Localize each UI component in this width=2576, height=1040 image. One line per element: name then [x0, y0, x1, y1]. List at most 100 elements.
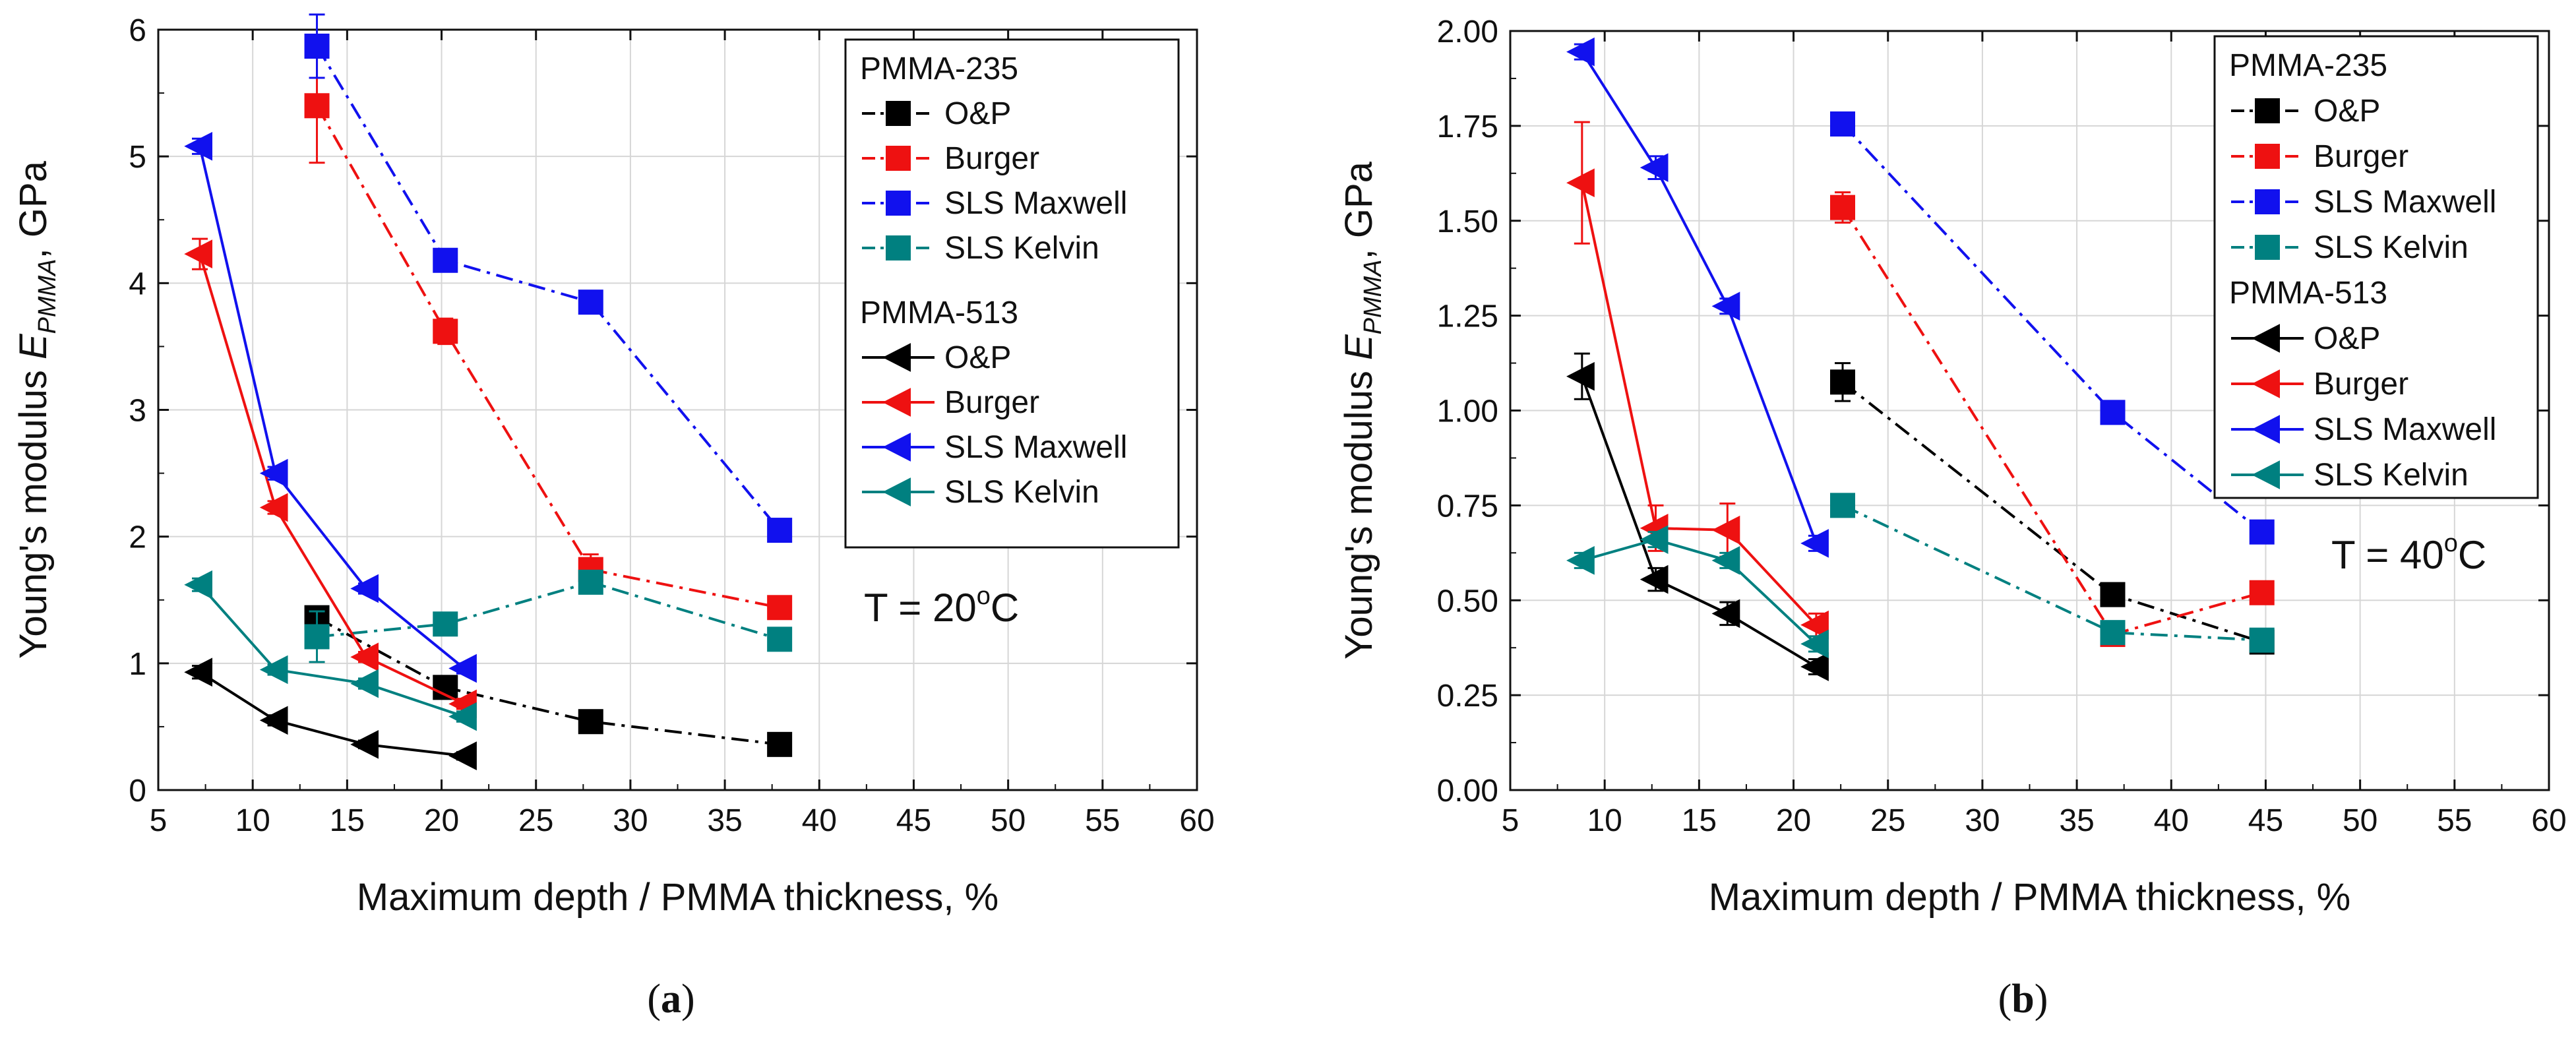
x-tick-label: 50 — [991, 803, 1026, 838]
x-tick-label: 50 — [2343, 803, 2377, 838]
panel-a-pmma-235-burger-point — [767, 595, 793, 621]
panel-b-legend: PMMA-235 O&P Burger SLS Maxwell SLS Kelvin PM… — [2213, 35, 2539, 499]
y-tick-label: 0.00 — [1437, 774, 1498, 809]
x-tick-label: 10 — [1587, 803, 1622, 838]
legend-marker — [886, 101, 911, 126]
panel-b-pmma-235-sls-maxwell-point — [1830, 111, 1855, 137]
x-tick-label: 45 — [2248, 803, 2283, 838]
panel-b-pmma-235-o-p-line — [1841, 381, 2263, 644]
legend-marker — [2255, 144, 2280, 169]
panel-a-pmma-235-sls-kelvin-point — [767, 627, 793, 652]
x-tick-label: 40 — [2154, 803, 2189, 838]
legend-marker — [882, 433, 911, 462]
panel-b-pmma-513-sls-maxwell-line — [1581, 51, 1818, 544]
legend-entry: SLS Kelvin — [944, 475, 1099, 510]
panel-a-pmma-513-sls-maxwell-series — [184, 131, 477, 683]
degree-symbol: o — [2444, 530, 2458, 557]
panel-a-pmma-513-sls-kelvin-point — [448, 702, 477, 731]
degree-symbol: o — [977, 582, 991, 610]
panel-b-pmma-235-burger-line — [1841, 206, 2263, 636]
panel-a-pmma-235-o-p-point — [767, 731, 793, 757]
panel-a-pmma-235-burger-point — [433, 319, 458, 344]
legend-entry: SLS Maxwell — [2314, 412, 2496, 447]
panel-a-pmma-513-sls-kelvin-point — [184, 570, 212, 599]
legend-marker — [2255, 235, 2280, 260]
panel-b-pmma-513-sls-kelvin-point — [1566, 545, 1595, 575]
panel-b-pmma-235-sls-maxwell-point — [2100, 400, 2126, 425]
panel-a-pmma-235-sls-maxwell-point — [767, 518, 793, 543]
legend-group-title: PMMA-235 — [860, 51, 1018, 86]
panel-b-pmma-235-sls-kelvin-point — [1830, 493, 1855, 518]
panel-a-pmma-513-sls-maxwell-point — [350, 574, 379, 603]
legend-entry: O&P — [944, 96, 1011, 131]
x-tick-label: 20 — [1776, 803, 1811, 838]
panel-a-pmma-235-sls-maxwell-line — [315, 45, 781, 532]
panel-b-pmma-513-burger-point — [1800, 610, 1829, 640]
y-tick-label: 1 — [129, 647, 146, 682]
panel-a-pmma-235-sls-maxwell-point — [578, 290, 603, 315]
legend-entry: SLS Maxwell — [944, 186, 1127, 221]
panel-b-pmma-235-o-p-series — [1830, 362, 2275, 655]
panel-a-pmma-235-sls-maxwell-series — [304, 13, 793, 543]
x-axis-label: Maximum depth / PMMA thickness, % — [1709, 876, 2350, 919]
x-tick-label: 55 — [2437, 803, 2472, 838]
panel-a-pmma-235-sls-maxwell-point — [304, 33, 330, 59]
x-tick-label: 5 — [1502, 803, 1519, 838]
panel-a-pmma-513-o-p-line — [199, 671, 465, 758]
panel-a-pmma-513-o-p-point — [448, 741, 477, 770]
panel-b-pmma-513-o-p-point — [1566, 361, 1595, 391]
panel-a-pmma-513-o-p-point — [259, 706, 288, 735]
panel-a-pmma-235-sls-kelvin-point — [578, 569, 603, 595]
panel-a-pmma-513-burger-point — [259, 493, 288, 522]
legend-marker — [2252, 460, 2280, 489]
x-tick-label: 10 — [235, 803, 270, 838]
x-tick-label: 60 — [2531, 803, 2566, 838]
panel-b-pmma-513-burger-point — [1566, 168, 1595, 198]
legend-marker — [2252, 369, 2280, 398]
panel-b-pmma-513-o-p-line — [1580, 376, 1817, 668]
panel-b-pmma-513-sls-kelvin-point — [1800, 629, 1829, 659]
panel-b-pmma-513-sls-kelvin-point — [1640, 525, 1669, 555]
y-tick-label: 0.25 — [1437, 679, 1498, 714]
temperature-value: T = 40 — [2331, 533, 2444, 577]
panel-a-pmma-235-sls-kelvin-point — [433, 611, 458, 637]
panel-a-pmma-513-sls-maxwell-line — [199, 146, 466, 670]
panel-a-pmma-513-sls-kelvin-point — [350, 669, 379, 698]
x-tick-label: 55 — [1085, 803, 1120, 838]
panel-a-pmma-235-sls-kelvin-point — [304, 624, 330, 650]
legend-marker — [886, 191, 911, 216]
x-axis-label: Maximum depth / PMMA thickness, % — [357, 876, 998, 919]
panel-a-pmma-235-o-p-series — [304, 605, 793, 757]
legend-marker — [886, 146, 911, 171]
legend-group-title: PMMA-513 — [2229, 276, 2387, 311]
panel-b-pmma-513-sls-maxwell-series — [1566, 37, 1829, 558]
y-axis-label-symbol: E — [12, 333, 55, 359]
legend-marker — [2252, 324, 2280, 353]
legend-entry: O&P — [2314, 321, 2380, 356]
panel-a-pmma-513-o-p-point — [184, 658, 212, 687]
panel-b-pmma-513-sls-kelvin-series — [1566, 525, 1829, 659]
panel-label-open: ( — [1998, 977, 2012, 1022]
panel-b-pmma-513-o-p-point — [1800, 652, 1829, 681]
panel-b-pmma-235-burger-point — [2249, 580, 2275, 605]
y-axis-label-subscript: PMMA — [1359, 259, 1387, 334]
panel-b-pmma-235-sls-maxwell-series — [1830, 111, 2275, 545]
y-axis-label-prefix: Young's modulus — [12, 359, 55, 659]
panel-b-pmma-513-sls-maxwell-point — [1566, 37, 1595, 67]
panel-b-pmma-235-sls-kelvin-point — [2100, 620, 2126, 646]
panel-b-pmma-513-burger-series — [1566, 121, 1829, 640]
panel-label-letter: b — [2011, 977, 2034, 1022]
temperature-annotation: T = 40oC — [2331, 530, 2486, 577]
x-tick-label: 25 — [1870, 803, 1905, 838]
panel-a-pmma-513-sls-kelvin-point — [259, 655, 288, 685]
x-tick-label: 20 — [424, 803, 459, 838]
legend-group-title: PMMA-513 — [860, 295, 1018, 330]
x-tick-label: 15 — [330, 803, 365, 838]
y-axis-label-suffix: , GPa — [1337, 161, 1380, 259]
legend-entry: Burger — [944, 385, 1039, 420]
panel-label-close: ) — [681, 977, 695, 1022]
y-axis-label: Young's modulus EPMMA, GPa — [1337, 161, 1387, 659]
panel-label: (a) — [647, 977, 694, 1022]
